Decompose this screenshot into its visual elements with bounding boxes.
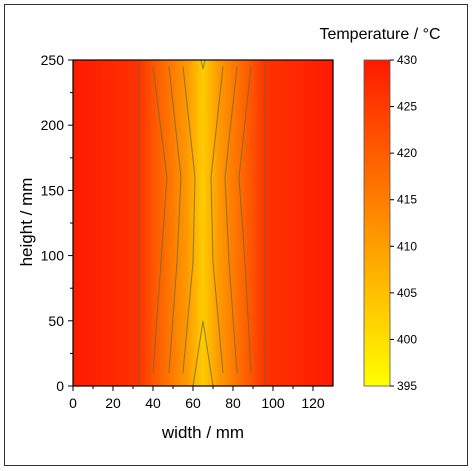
colorbar-tick-label: 395 <box>397 379 417 393</box>
y-tick-label: 50 <box>48 313 64 329</box>
contour-line-410-6 <box>182 66 196 374</box>
x-tick-label: 80 <box>225 395 241 411</box>
heatmap-field <box>73 60 333 386</box>
x-tick-label: 100 <box>261 395 285 411</box>
plot-area <box>73 60 333 386</box>
y-axis-label: height / mm <box>17 178 36 267</box>
x-tick-label: 20 <box>105 395 121 411</box>
contour-line-415-4 <box>168 66 182 374</box>
colorbar-tick-label: 400 <box>397 332 417 346</box>
colorbar-tick-label: 410 <box>397 239 417 253</box>
colorbar-title: Temperature / °C <box>319 26 440 43</box>
y-tick-label: 0 <box>56 378 64 394</box>
colorbar-scale <box>363 59 391 387</box>
colorbar-tick-label: 430 <box>397 53 417 67</box>
colorbar-tick-label: 420 <box>397 146 417 160</box>
x-tick-label: 40 <box>145 395 161 411</box>
colorbar-tick-label: 415 <box>397 193 417 207</box>
colorbar-tick-label: 425 <box>397 100 417 114</box>
axes: 0 20 40 60 80 100 120 0 50 100 150 200 250 <box>41 52 334 411</box>
x-tick-label: 120 <box>301 395 325 411</box>
contour-line-410-7 <box>210 66 224 374</box>
y-tick-label: 250 <box>41 52 65 68</box>
y-tick-label: 150 <box>41 182 65 198</box>
contour-line-405-9 <box>200 59 206 70</box>
x-tick-label: 60 <box>185 395 201 411</box>
figure-frame <box>4 4 468 466</box>
y-tick-label: 100 <box>41 248 65 264</box>
colorbar: 395 400 405 410 415 420 425 430 <box>363 53 417 393</box>
x-tick-label: 0 <box>69 395 77 411</box>
contour-line-420-2 <box>152 66 168 374</box>
contour-lines <box>138 59 266 387</box>
colorbar-tick-label: 405 <box>397 286 417 300</box>
contour-line-420-3 <box>238 66 252 374</box>
y-tick-label: 200 <box>41 117 65 133</box>
contour-line-415-5 <box>224 66 238 374</box>
contour-line-405-8 <box>192 320 214 387</box>
x-axis-label: width / mm <box>161 423 244 442</box>
